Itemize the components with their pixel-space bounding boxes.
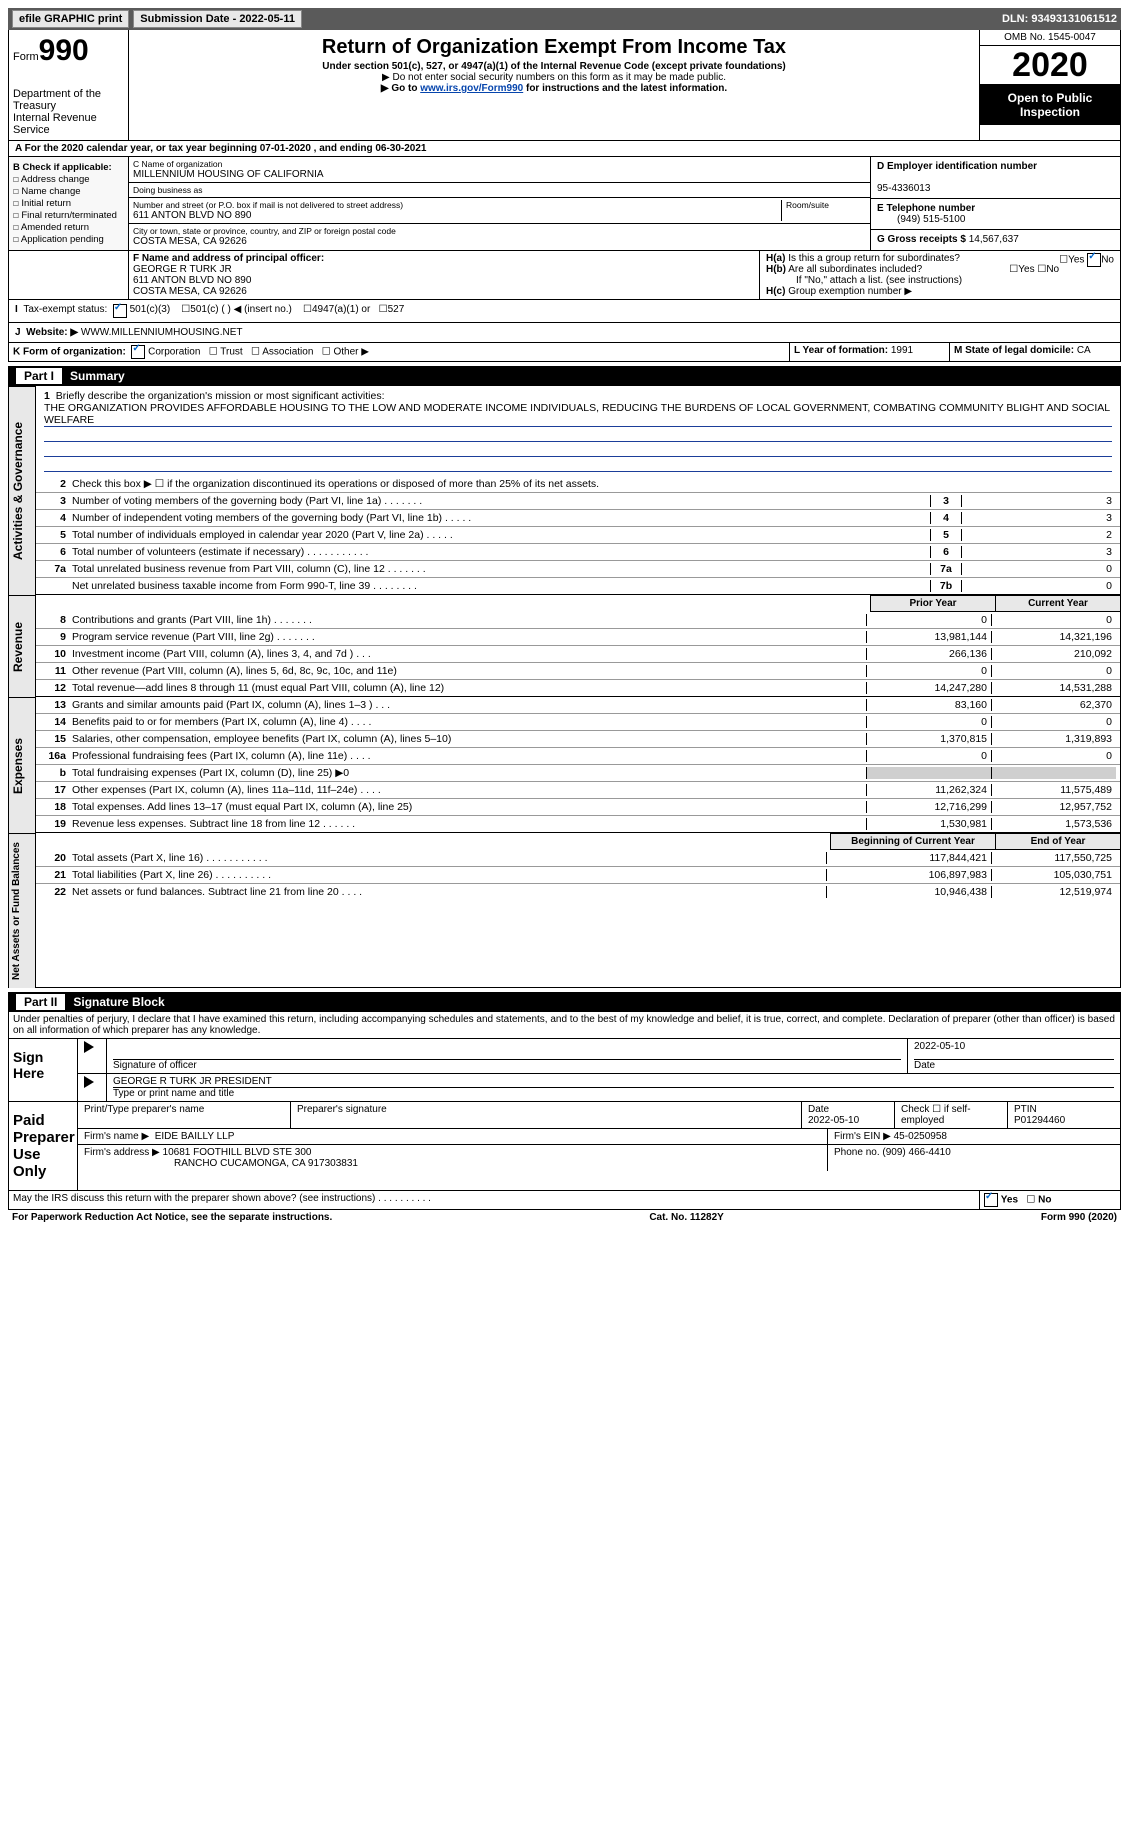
dln: DLN: 93493131061512 <box>1002 13 1117 25</box>
phone: (949) 515-5100 <box>877 214 965 225</box>
netassets-label: Net Assets or Fund Balances <box>8 833 36 988</box>
open-public: Open to Public Inspection <box>980 85 1120 125</box>
irs-link[interactable]: www.irs.gov/Form990 <box>420 83 523 94</box>
line-i: I Tax-exempt status: 501(c)(3) ☐ 501(c) … <box>8 300 1121 323</box>
title-column: Return of Organization Exempt From Incom… <box>129 30 980 140</box>
part-2-header: Part IISignature Block <box>8 992 1121 1012</box>
data-line: 16aProfessional fundraising fees (Part I… <box>36 748 1120 765</box>
subtitle-3: ▶ Go to www.irs.gov/Form990 for instruct… <box>133 83 975 94</box>
officer-name-title: GEORGE R TURK JR PRESIDENT <box>113 1076 1114 1088</box>
block-fh: F Name and address of principal officer:… <box>8 251 1121 300</box>
arrow-icon <box>84 1076 94 1088</box>
gov-line: 5Total number of individuals employed in… <box>36 527 1120 544</box>
sign-here-block: Sign Here Signature of officer 2022-05-1… <box>8 1039 1121 1102</box>
sign-here-label: Sign Here <box>9 1039 78 1101</box>
firm-name: EIDE BAILLY LLP <box>155 1131 235 1142</box>
form-title: Return of Organization Exempt From Incom… <box>133 36 975 59</box>
gov-line: 7aTotal unrelated business revenue from … <box>36 561 1120 578</box>
data-line: 20Total assets (Part X, line 16) . . . .… <box>36 850 1120 867</box>
governance-label: Activities & Governance <box>8 386 36 595</box>
501c3-checkbox[interactable] <box>113 304 127 318</box>
part-1-header: Part ISummary <box>8 366 1121 386</box>
omb-number: OMB No. 1545-0047 <box>980 30 1120 46</box>
block-b: B Check if applicable: ☐ Address change … <box>9 157 129 250</box>
dept-treasury: Department of the Treasury <box>13 88 124 112</box>
officer-name: GEORGE R TURK JR <box>133 264 232 275</box>
sign-date: 2022-05-10 <box>914 1041 1114 1060</box>
org-name: MILLENNIUM HOUSING OF CALIFORNIA <box>133 169 866 180</box>
corp-checkbox[interactable] <box>131 345 145 359</box>
gov-line: 6Total number of volunteers (estimate if… <box>36 544 1120 561</box>
line-klm: K Form of organization: Corporation ☐ Tr… <box>8 343 1121 362</box>
block-c: C Name of organization MILLENNIUM HOUSIN… <box>129 157 870 250</box>
dept-irs: Internal Revenue Service <box>13 112 124 136</box>
block-h: H(a) Is this a group return for subordin… <box>760 251 1120 299</box>
penalty-statement: Under penalties of perjury, I declare th… <box>8 1012 1121 1039</box>
year-box: OMB No. 1545-0047 2020 Open to Public In… <box>980 30 1120 140</box>
data-line: 12Total revenue—add lines 8 through 11 (… <box>36 680 1120 696</box>
data-line: 8Contributions and grants (Part VIII, li… <box>36 612 1120 629</box>
arrow-icon <box>84 1041 94 1053</box>
revenue-col-heads: Prior Year Current Year <box>36 595 1120 612</box>
gross-receipts-label: G Gross receipts $ <box>877 234 966 245</box>
netassets-col-heads: Beginning of Current Year End of Year <box>36 833 1120 850</box>
expenses-label: Expenses <box>8 697 36 833</box>
org-street: 611 ANTON BLVD NO 890 <box>133 210 781 221</box>
form-header: Form990 Department of the Treasury Inter… <box>8 30 1121 141</box>
mission-text: THE ORGANIZATION PROVIDES AFFORDABLE HOU… <box>44 402 1112 427</box>
data-line: 22Net assets or fund balances. Subtract … <box>36 884 1120 900</box>
data-line: 19Revenue less expenses. Subtract line 1… <box>36 816 1120 832</box>
data-line: 14Benefits paid to or for members (Part … <box>36 714 1120 731</box>
signature-label: Signature of officer <box>113 1060 901 1071</box>
block-deg: D Employer identification number 95-4336… <box>870 157 1120 250</box>
org-city: COSTA MESA, CA 92626 <box>133 236 396 247</box>
ha-no-checkbox[interactable] <box>1087 253 1101 267</box>
data-line: 18Total expenses. Add lines 13–17 (must … <box>36 799 1120 816</box>
paid-preparer-block: Paid Preparer Use Only Print/Type prepar… <box>8 1102 1121 1191</box>
discuss-row: May the IRS discuss this return with the… <box>8 1191 1121 1210</box>
data-line: 15Salaries, other compensation, employee… <box>36 731 1120 748</box>
data-line: 17Other expenses (Part IX, column (A), l… <box>36 782 1120 799</box>
submission-date: Submission Date - 2022-05-11 <box>133 10 302 28</box>
data-line: 13Grants and similar amounts paid (Part … <box>36 697 1120 714</box>
line-a: A For the 2020 calendar year, or tax yea… <box>8 141 1121 157</box>
gov-line: Net unrelated business taxable income fr… <box>36 578 1120 594</box>
netassets-section: Net Assets or Fund Balances Beginning of… <box>8 833 1121 988</box>
page-footer: For Paperwork Reduction Act Notice, see … <box>8 1210 1121 1225</box>
data-line: 21Total liabilities (Part X, line 26) . … <box>36 867 1120 884</box>
top-bar: efile GRAPHIC print Submission Date - 20… <box>8 8 1121 30</box>
data-line: bTotal fundraising expenses (Part IX, co… <box>36 765 1120 782</box>
ein: 95-4336013 <box>877 183 930 194</box>
gross-receipts: 14,567,637 <box>969 234 1019 245</box>
website: WWW.MILLENNIUMHOUSING.NET <box>81 327 243 338</box>
gov-line: 2Check this box ▶ ☐ if the organization … <box>36 476 1120 493</box>
form-name-cell: Form990 Department of the Treasury Inter… <box>9 30 129 140</box>
line-j: J Website: ▶ WWW.MILLENNIUMHOUSING.NET <box>8 323 1121 343</box>
gov-line: 3Number of voting members of the governi… <box>36 493 1120 510</box>
data-line: 11Other revenue (Part VIII, column (A), … <box>36 663 1120 680</box>
revenue-section: Revenue Prior Year Current Year 8Contrib… <box>8 595 1121 697</box>
expenses-section: Expenses 13Grants and similar amounts pa… <box>8 697 1121 833</box>
block-bcdeg: B Check if applicable: ☐ Address change … <box>8 157 1121 251</box>
subtitle-2: ▶ Do not enter social security numbers o… <box>133 72 975 83</box>
tax-year: 2020 <box>980 46 1120 85</box>
efile-print-button[interactable]: efile GRAPHIC print <box>12 10 129 28</box>
data-line: 10Investment income (Part VIII, column (… <box>36 646 1120 663</box>
subtitle-1: Under section 501(c), 527, or 4947(a)(1)… <box>133 61 975 72</box>
revenue-label: Revenue <box>8 595 36 697</box>
gov-line: 4Number of independent voting members of… <box>36 510 1120 527</box>
discuss-yes-checkbox[interactable] <box>984 1193 998 1207</box>
paid-preparer-label: Paid Preparer Use Only <box>9 1102 78 1190</box>
governance-section: Activities & Governance 1 Briefly descri… <box>8 386 1121 595</box>
data-line: 9Program service revenue (Part VIII, lin… <box>36 629 1120 646</box>
